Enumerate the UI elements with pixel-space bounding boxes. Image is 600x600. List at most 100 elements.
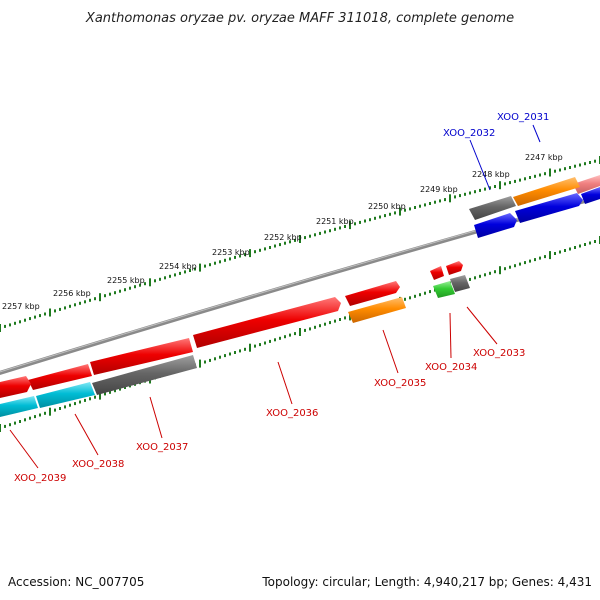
minor-tick (69, 403, 71, 407)
minor-tick (229, 352, 231, 356)
minor-tick (479, 274, 481, 278)
gene-arrow-gray[interactable] (92, 355, 197, 395)
minor-tick (174, 273, 176, 277)
minor-tick (324, 230, 326, 234)
gene-label-xoo-2038[interactable]: XOO_2038 (72, 459, 124, 470)
gene-arrow-red[interactable] (345, 281, 400, 306)
minor-tick (574, 246, 576, 249)
minor-tick (559, 168, 561, 172)
gene-label-xoo-2037[interactable]: XOO_2037 (136, 442, 188, 453)
minor-tick (294, 332, 296, 336)
outer-tick-track (0, 156, 600, 332)
minor-tick (509, 265, 511, 269)
major-tick (349, 221, 351, 230)
minor-tick (484, 273, 486, 277)
minor-tick (424, 203, 426, 207)
gene-label-xoo-2031[interactable]: XOO_2031 (497, 112, 549, 123)
major-tick (549, 251, 551, 260)
minor-tick (39, 413, 41, 417)
gene-arrow-orange[interactable] (348, 297, 406, 323)
minor-tick (214, 261, 216, 265)
gene-arrow-red[interactable] (0, 376, 31, 398)
gene-arrow-gray[interactable] (450, 275, 470, 292)
minor-tick (419, 293, 421, 297)
minor-tick (514, 264, 516, 268)
kbp-label: 2251 kbp (316, 217, 354, 226)
gene-arrow-red[interactable] (28, 364, 92, 390)
minor-tick (429, 202, 431, 205)
topology-text: Topology: circular; Length: 4,940,217 bp… (261, 575, 592, 589)
minor-tick (94, 297, 96, 301)
gene-arrow-gray[interactable] (469, 196, 516, 220)
minor-tick (54, 408, 56, 412)
leader-line (469, 139, 491, 191)
minor-tick (279, 336, 281, 340)
gene-arrow-green[interactable] (433, 281, 455, 298)
kbp-label: 2247 kbp (525, 153, 563, 162)
minor-tick (319, 231, 321, 235)
minor-tick (144, 282, 146, 286)
gene-arrow-pink[interactable] (573, 175, 600, 194)
minor-tick (14, 421, 16, 425)
gene-arrow-red[interactable] (90, 338, 193, 375)
minor-tick (569, 247, 571, 251)
minor-tick (559, 250, 561, 254)
gene-label-xoo-2036[interactable]: XOO_2036 (266, 408, 318, 419)
minor-tick (209, 263, 211, 267)
gene-arrow-blue[interactable] (474, 213, 517, 238)
minor-tick (584, 162, 586, 166)
gene-labels: XOO_2031 XOO_2032 XOO_2033 XOO_2034 XOO_… (14, 112, 549, 484)
minor-tick (394, 211, 396, 215)
major-tick (449, 194, 451, 203)
minor-tick (589, 161, 591, 164)
minor-tick (204, 264, 206, 268)
minor-tick (59, 407, 61, 410)
gene-arrow-blue[interactable] (581, 187, 600, 204)
minor-tick (34, 415, 36, 419)
minor-tick (94, 395, 96, 399)
gene-label-xoo-2032[interactable]: XOO_2032 (443, 128, 495, 139)
kbp-label: 2248 kbp (472, 170, 510, 179)
minor-tick (504, 182, 506, 186)
minor-tick (514, 179, 516, 183)
minor-tick (529, 259, 531, 263)
gene-arrow-blue[interactable] (515, 193, 583, 223)
leader-line (449, 312, 452, 359)
gene-arrow-red[interactable] (446, 261, 463, 275)
gene-label-xoo-2035[interactable]: XOO_2035 (374, 378, 426, 389)
minor-tick (524, 177, 526, 181)
minor-tick (19, 420, 21, 423)
minor-tick (79, 301, 81, 305)
minor-tick (409, 207, 411, 211)
major-tick (499, 181, 501, 190)
gene-label-xoo-2034[interactable]: XOO_2034 (425, 362, 477, 373)
gene-label-xoo-2033[interactable]: XOO_2033 (473, 348, 525, 359)
major-tick (0, 324, 1, 332)
minor-tick (79, 400, 81, 404)
minor-tick (584, 243, 586, 246)
minor-tick (539, 256, 541, 260)
minor-tick (289, 333, 291, 337)
major-tick (199, 263, 201, 272)
minor-tick (59, 307, 61, 311)
minor-tick (289, 240, 291, 244)
gene-arrow-red[interactable] (193, 297, 341, 348)
minor-tick (129, 286, 131, 290)
minor-tick (544, 255, 546, 259)
gene-arrow-orange[interactable] (513, 177, 580, 206)
leader-line (74, 413, 99, 456)
major-tick (499, 266, 501, 275)
gene-arrow-red[interactable] (430, 266, 444, 280)
gene-arrow-cyan[interactable] (0, 396, 38, 417)
minor-tick (34, 315, 36, 319)
minor-tick (369, 218, 371, 222)
minor-tick (119, 289, 121, 293)
gene-arrow-cyan[interactable] (36, 382, 95, 408)
gene-label-xoo-2039[interactable]: XOO_2039 (14, 473, 66, 484)
minor-tick (454, 195, 456, 199)
minor-tick (259, 343, 261, 347)
kbp-scale: 2247 kbp 2248 kbp 2249 kbp 2250 kbp 2251… (2, 153, 563, 311)
minor-tick (474, 190, 476, 194)
minor-tick (179, 271, 181, 275)
minor-tick (564, 249, 566, 252)
